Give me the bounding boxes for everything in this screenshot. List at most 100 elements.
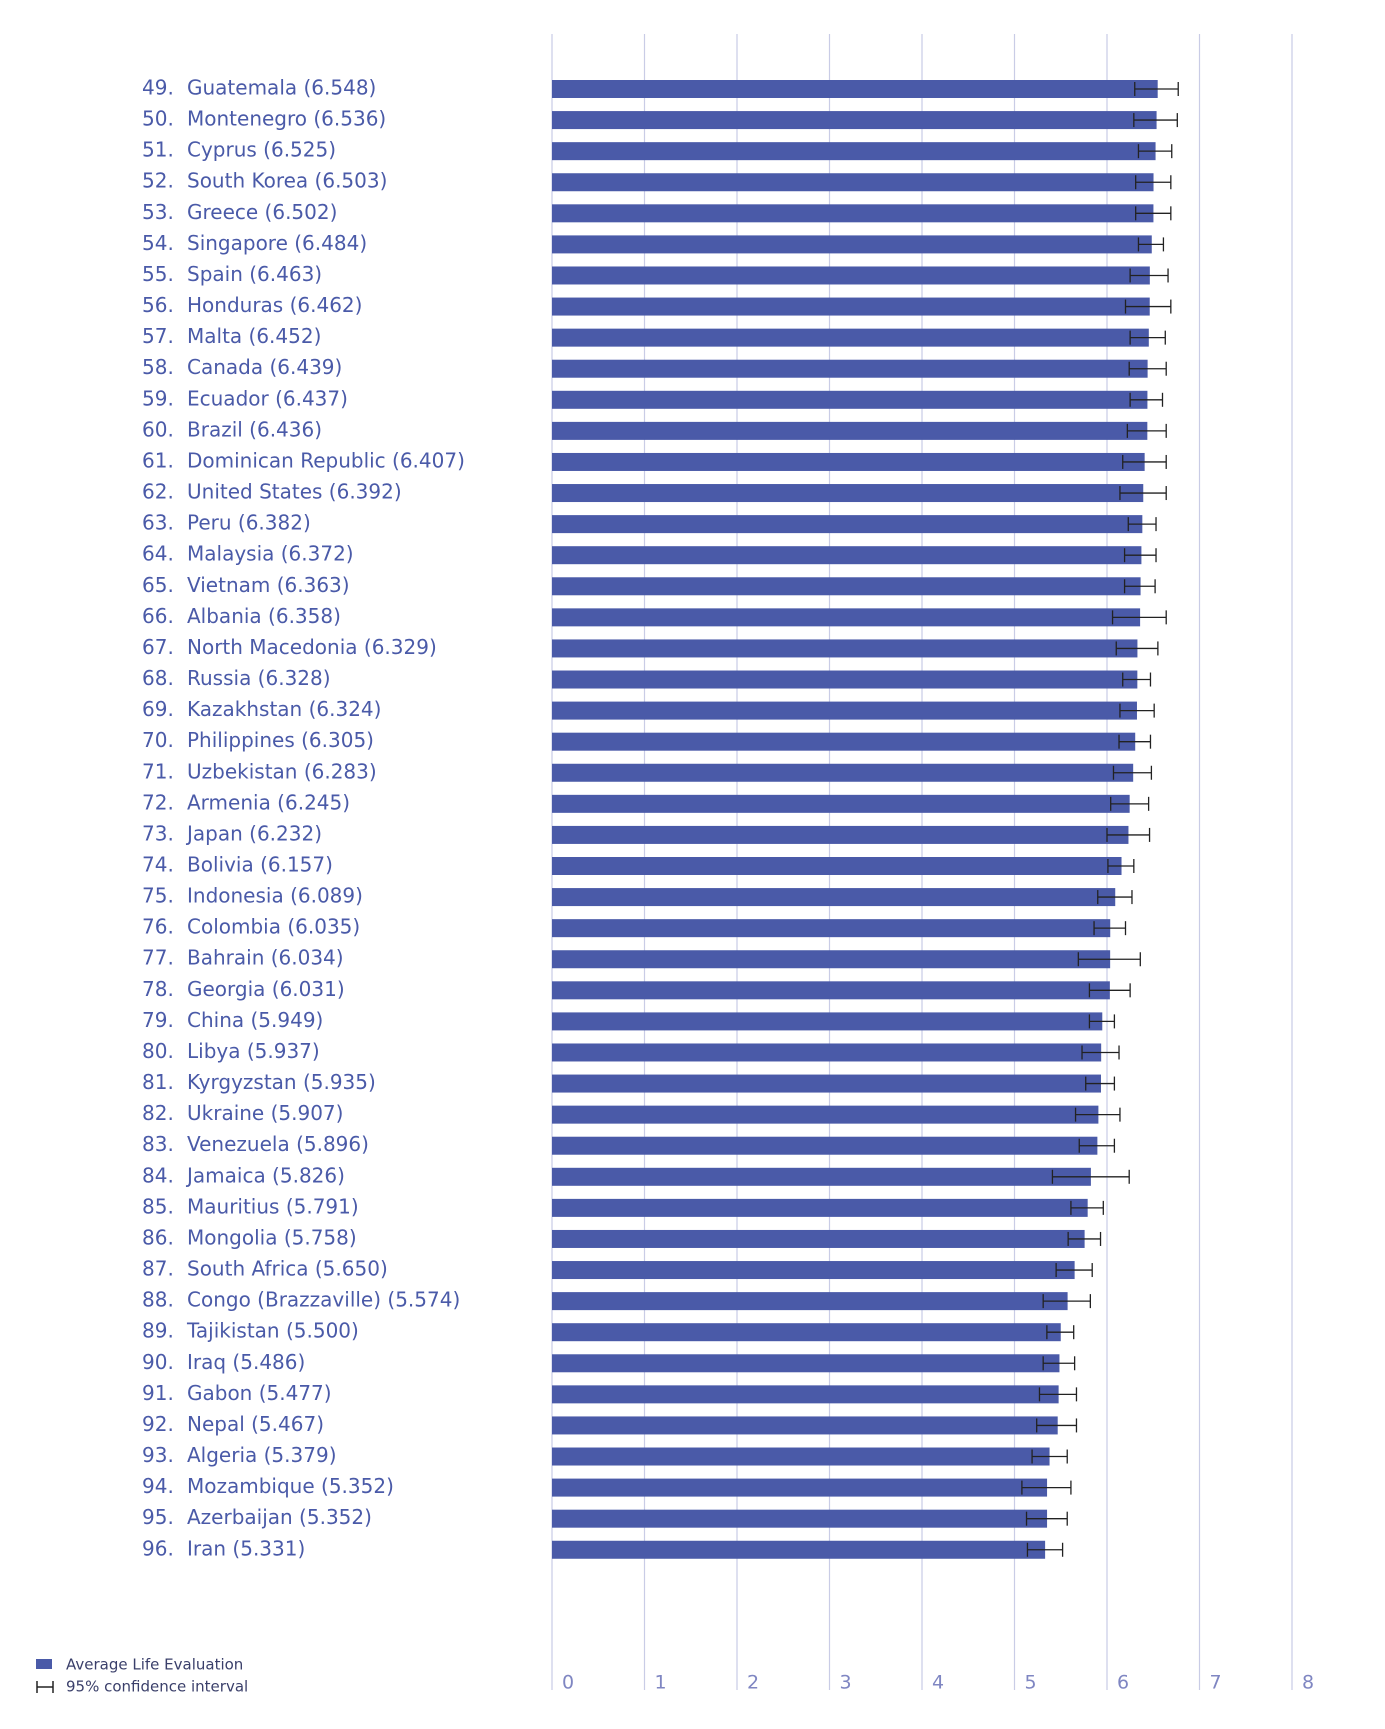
rank-label: 94. bbox=[142, 1474, 174, 1498]
x-tick-label: 6 bbox=[1117, 1672, 1129, 1694]
bar bbox=[552, 515, 1143, 534]
bar bbox=[552, 328, 1149, 347]
error-bar bbox=[1081, 1045, 1120, 1060]
rank-label: 70. bbox=[142, 728, 174, 752]
rank-label: 65. bbox=[142, 573, 174, 597]
bar bbox=[552, 1012, 1103, 1031]
category-label: Bolivia (6.157) bbox=[187, 853, 333, 877]
category-label: Spain (6.463) bbox=[187, 262, 322, 286]
error-bar bbox=[1134, 82, 1179, 96]
error-bar bbox=[1088, 983, 1131, 998]
rank-label: 50. bbox=[142, 107, 174, 131]
error-bar bbox=[1126, 423, 1167, 438]
rank-label: 54. bbox=[142, 231, 174, 255]
bar bbox=[552, 173, 1154, 192]
category-label: Philippines (6.305) bbox=[187, 728, 374, 752]
bar bbox=[552, 1292, 1068, 1311]
rank-label: 95. bbox=[142, 1505, 174, 1529]
error-bar bbox=[1106, 827, 1151, 842]
rank-label: 76. bbox=[142, 915, 174, 939]
error-bar bbox=[1115, 641, 1159, 656]
rank-label: 89. bbox=[142, 1319, 174, 1343]
rank-label: 88. bbox=[142, 1288, 174, 1312]
error-bar bbox=[1074, 1107, 1121, 1122]
rank-label: 63. bbox=[142, 511, 174, 535]
category-label: North Macedonia (6.329) bbox=[187, 635, 437, 659]
rank-label: 90. bbox=[142, 1350, 174, 1374]
rank-label: 51. bbox=[142, 138, 174, 162]
category-label: Algeria (5.379) bbox=[187, 1443, 337, 1467]
x-tick-label: 2 bbox=[747, 1672, 759, 1694]
bar bbox=[552, 1354, 1060, 1373]
bar bbox=[552, 204, 1154, 223]
bar bbox=[552, 235, 1152, 254]
bar bbox=[552, 359, 1148, 378]
category-label: Brazil (6.436) bbox=[187, 417, 322, 441]
bar bbox=[552, 825, 1129, 844]
error-bar bbox=[1046, 1325, 1075, 1340]
error-bar bbox=[1129, 330, 1166, 345]
category-label: Mongolia (5.758) bbox=[187, 1225, 357, 1249]
error-bar bbox=[1122, 454, 1167, 469]
error-bar bbox=[1124, 299, 1172, 314]
rank-label: 67. bbox=[142, 635, 174, 659]
category-label: Armenia (6.245) bbox=[187, 790, 350, 814]
category-label: South Korea (6.503) bbox=[187, 169, 387, 193]
error-bar bbox=[1021, 1480, 1072, 1495]
bar bbox=[552, 950, 1111, 969]
category-label: Montenegro (6.536) bbox=[187, 107, 386, 131]
bar bbox=[552, 1043, 1102, 1062]
category-label: Japan (6.232) bbox=[185, 821, 322, 845]
rank-label: 73. bbox=[142, 821, 174, 845]
category-label: Jamaica (5.826) bbox=[185, 1163, 345, 1187]
category-label: Libya (5.937) bbox=[187, 1039, 320, 1063]
x-tick-label: 8 bbox=[1302, 1672, 1314, 1694]
rank-label: 85. bbox=[142, 1194, 174, 1218]
error-bar bbox=[1112, 765, 1153, 780]
rank-label: 57. bbox=[142, 324, 174, 348]
bar bbox=[552, 1540, 1046, 1559]
rank-label: 79. bbox=[142, 1008, 174, 1032]
error-bar bbox=[1025, 1511, 1068, 1526]
rank-label: 58. bbox=[142, 355, 174, 379]
rank-label: 53. bbox=[142, 200, 174, 224]
bar bbox=[552, 919, 1111, 938]
bar bbox=[552, 111, 1157, 130]
rank-label: 92. bbox=[142, 1412, 174, 1436]
error-bar bbox=[1123, 548, 1157, 563]
rank-label: 64. bbox=[142, 542, 174, 566]
bar bbox=[552, 1229, 1085, 1248]
category-label: Vietnam (6.363) bbox=[187, 573, 350, 597]
category-label: Kyrgyzstan (5.935) bbox=[187, 1070, 376, 1094]
category-label: China (5.949) bbox=[187, 1008, 323, 1032]
error-bar bbox=[1078, 1138, 1116, 1153]
bar bbox=[552, 1509, 1048, 1528]
bar bbox=[552, 732, 1136, 751]
error-bar bbox=[1036, 1418, 1078, 1433]
bar bbox=[552, 1167, 1091, 1186]
error-bar bbox=[1135, 206, 1172, 221]
rank-label: 81. bbox=[142, 1070, 174, 1094]
rank-label: 96. bbox=[142, 1536, 174, 1560]
x-tick-label: 5 bbox=[1025, 1672, 1037, 1694]
bar bbox=[552, 1261, 1075, 1280]
rank-label: 72. bbox=[142, 790, 174, 814]
category-label: Ukraine (5.907) bbox=[187, 1101, 343, 1125]
category-label: Bahrain (6.034) bbox=[187, 946, 344, 970]
category-label: Indonesia (6.089) bbox=[187, 884, 363, 908]
legend-label: Average Life Evaluation bbox=[66, 1656, 243, 1674]
bar bbox=[552, 639, 1138, 658]
category-label: Malta (6.452) bbox=[187, 324, 321, 348]
error-bar bbox=[1127, 517, 1157, 532]
category-label: Greece (6.502) bbox=[187, 200, 337, 224]
bar bbox=[552, 981, 1110, 1000]
rank-label: 91. bbox=[142, 1381, 174, 1405]
error-bar bbox=[1093, 921, 1127, 936]
category-label: Georgia (6.031) bbox=[187, 977, 345, 1001]
rank-label: 68. bbox=[142, 666, 174, 690]
error-bar bbox=[1088, 1014, 1116, 1029]
rank-label: 82. bbox=[142, 1101, 174, 1125]
rank-label: 84. bbox=[142, 1163, 174, 1187]
category-label: Canada (6.439) bbox=[187, 355, 342, 379]
